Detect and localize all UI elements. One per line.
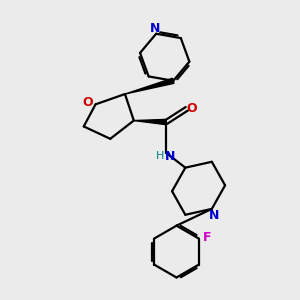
Text: O: O [82,96,93,110]
Text: N: N [209,209,219,222]
Text: N: N [149,22,160,35]
Text: N: N [164,150,175,163]
Polygon shape [134,119,166,125]
Text: F: F [203,231,212,244]
Text: H: H [155,152,164,161]
Polygon shape [125,78,174,94]
Text: O: O [187,102,197,115]
